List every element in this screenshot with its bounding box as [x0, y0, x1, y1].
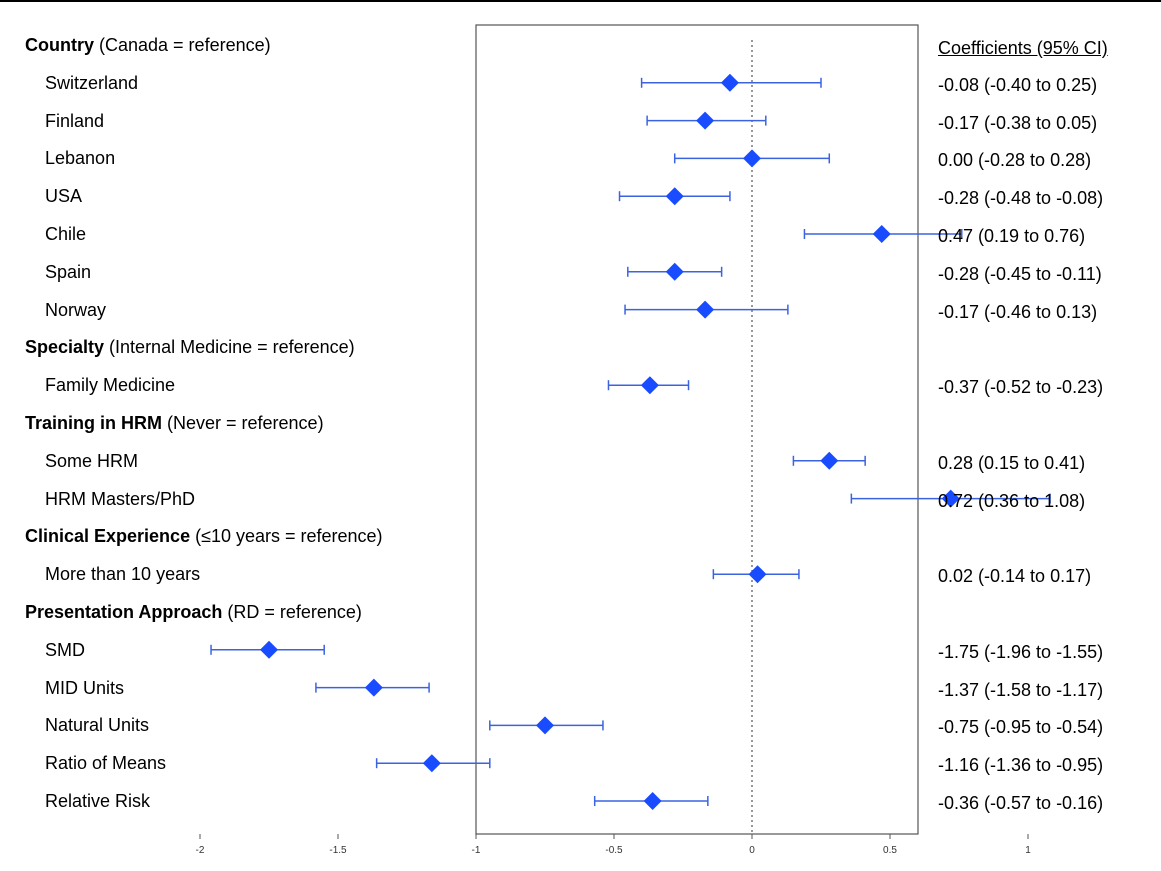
coefficient-value: -1.37 (-1.58 to -1.17) — [938, 679, 1104, 700]
coefficient-value: -0.28 (-0.48 to -0.08) — [938, 188, 1104, 209]
row-label: Natural Units — [45, 715, 150, 736]
group-header: Training in HRM (Never = reference) — [25, 411, 324, 435]
estimate-marker — [820, 451, 839, 470]
group-header-reference: (Never = reference) — [162, 413, 324, 433]
row-label: MID Units — [45, 677, 125, 698]
estimate-marker — [643, 792, 662, 810]
group-header-reference: (Canada = reference) — [94, 35, 271, 55]
estimate-marker — [665, 187, 684, 206]
row-label: Lebanon — [45, 148, 116, 169]
row-label: SMD — [45, 639, 85, 660]
estimate-marker — [536, 716, 554, 735]
coefficient-value: -0.28 (-0.45 to -0.11) — [938, 263, 1102, 284]
coefficient-value: -0.17 (-0.46 to 0.13) — [938, 301, 1098, 322]
row-label: Family Medicine — [45, 375, 176, 396]
x-tick-label: -0.5 — [605, 845, 623, 856]
group-header: Presentation Approach (RD = reference) — [25, 600, 362, 624]
row-label: Some HRM — [45, 450, 139, 471]
row-label: Relative Risk — [45, 791, 151, 811]
row-label: Ratio of Means — [45, 753, 167, 774]
coefficients-header: Coefficients (95% CI) — [938, 38, 1108, 58]
coefficient-value: -1.75 (-1.96 to -1.55) — [938, 641, 1104, 662]
estimate-marker — [696, 300, 715, 319]
row-labels: Country (Canada = reference) Switzerland F… — [0, 0, 470, 871]
group-header-reference: (RD = reference) — [222, 602, 362, 622]
group-header-title: Country — [25, 35, 94, 55]
x-tick-label: -2 — [196, 845, 205, 856]
coefficient-value: -1.16 (-1.36 to -0.95) — [938, 755, 1104, 776]
coefficient-value: 0.28 (0.15 to 0.41) — [938, 452, 1086, 473]
group-header: Clinical Experience (≤10 years = referen… — [25, 524, 383, 548]
row-label: Switzerland — [45, 72, 139, 93]
coefficient-value: -0.08 (-0.40 to 0.25) — [938, 74, 1098, 95]
estimate-marker — [743, 149, 761, 168]
coefficient-value: 0.72 (0.36 to 1.08) — [938, 490, 1086, 511]
coefficient-value: 0.47 (0.19 to 0.76) — [938, 226, 1086, 246]
coefficient-value: -0.36 (-0.57 to -0.16) — [938, 793, 1104, 813]
x-tick-label: 0 — [749, 845, 755, 856]
estimate-marker — [941, 489, 960, 508]
coefficient-value: -0.37 (-0.52 to -0.23) — [938, 377, 1104, 398]
coefficient-value: 0.00 (-0.28 to 0.28) — [938, 150, 1092, 171]
row-label: Chile — [45, 224, 87, 244]
estimate-marker — [720, 73, 739, 92]
group-header-title: Presentation Approach — [25, 602, 223, 622]
group-header-title: Clinical Experience — [25, 526, 191, 547]
plot-frame — [475, 24, 919, 835]
estimate-marker — [748, 565, 767, 584]
x-tick-label: -1 — [472, 845, 481, 856]
row-label: HRM Masters/PhD — [45, 488, 196, 509]
group-header-reference: (Internal Medicine = reference) — [104, 337, 355, 358]
x-tick-label: -1.5 — [329, 845, 347, 856]
group-header-title: Training in HRM — [25, 413, 162, 433]
estimate-marker — [696, 111, 715, 130]
estimate-marker — [260, 640, 278, 659]
group-header-title: Specialty — [25, 337, 105, 358]
x-tick-label: 0.5 — [883, 845, 897, 856]
group-header: Specialty (Internal Medicine = reference… — [25, 335, 355, 359]
group-header: Country (Canada = reference) — [25, 33, 271, 57]
estimate-marker — [422, 754, 441, 773]
row-label: USA — [45, 186, 83, 207]
row-label: Spain — [45, 261, 92, 282]
top-rule — [0, 0, 1161, 2]
row-label: Finland — [45, 110, 105, 131]
row-label: More than 10 years — [45, 564, 201, 585]
estimate-marker — [665, 262, 684, 281]
estimate-marker — [640, 376, 659, 395]
coefficient-value: 0.02 (-0.14 to 0.17) — [938, 566, 1092, 587]
estimate-marker — [364, 678, 383, 697]
group-header-reference: (≤10 years = reference) — [190, 526, 383, 547]
coefficient-value: -0.17 (-0.38 to 0.05) — [938, 112, 1098, 133]
estimate-marker — [872, 225, 891, 243]
coefficients-column: Coefficients (95% CI) -0.08 (-0.40 to 0.… — [938, 0, 1158, 871]
row-label: Norway — [45, 299, 107, 320]
x-tick-label: 1 — [1025, 845, 1031, 856]
coefficient-value: -0.75 (-0.95 to -0.54) — [938, 717, 1104, 738]
